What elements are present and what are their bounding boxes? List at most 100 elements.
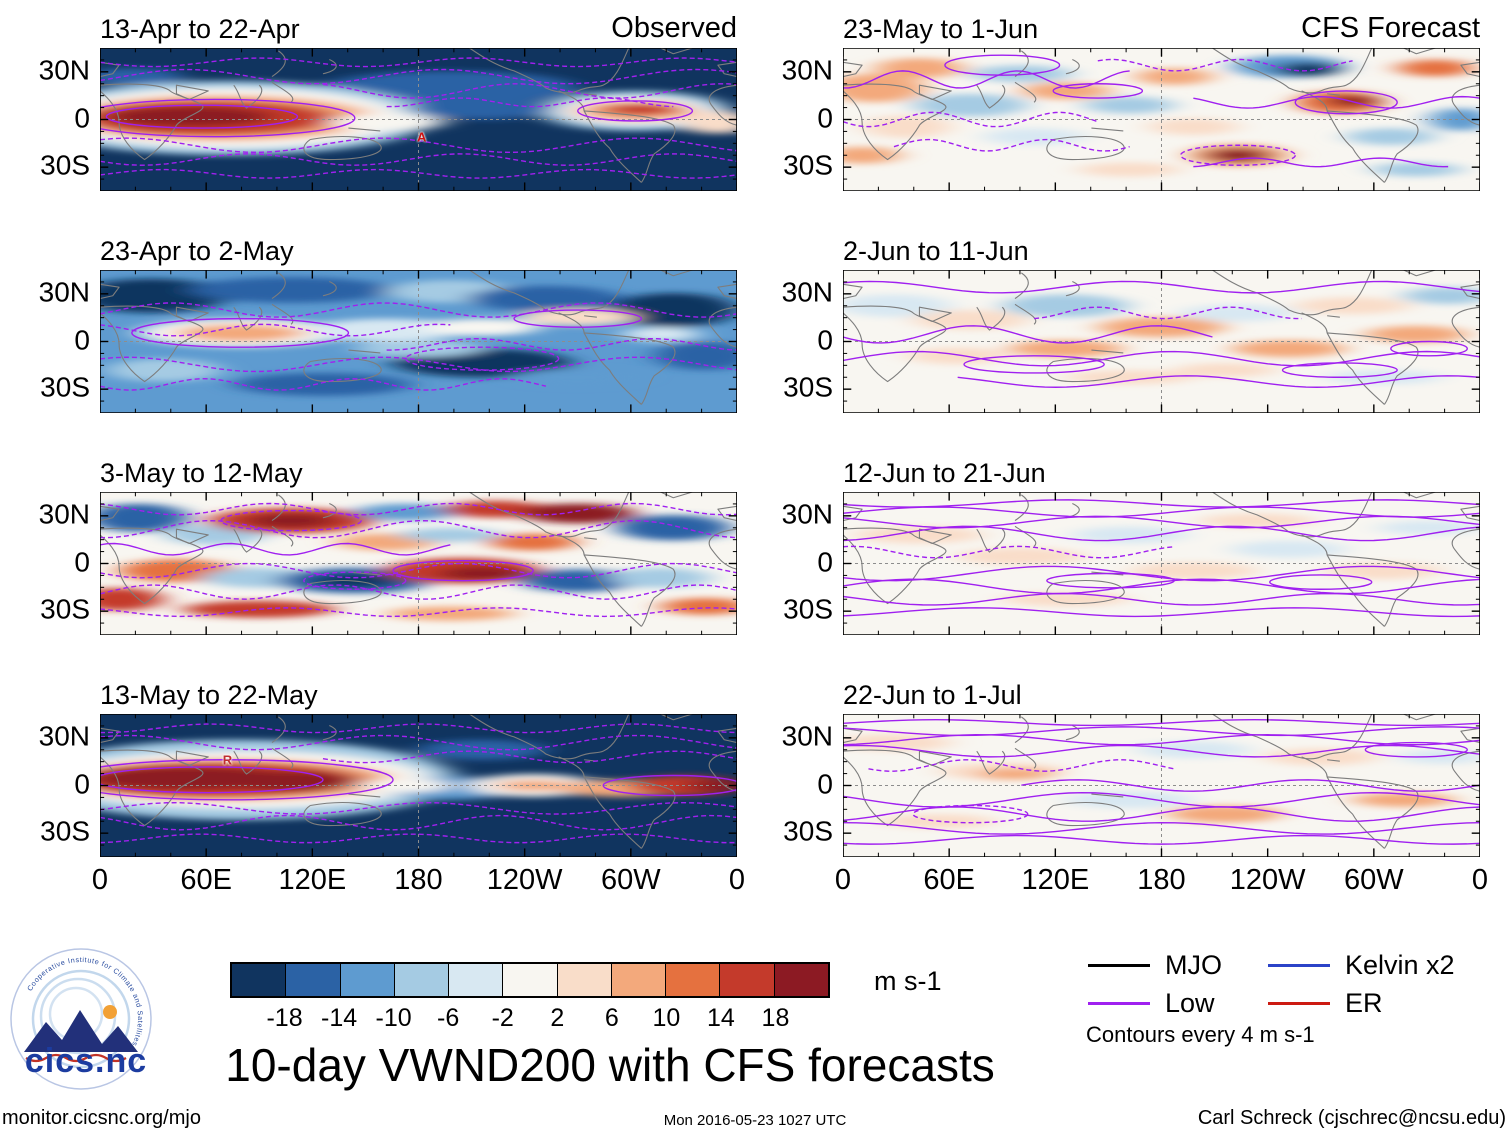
wave-contours bbox=[843, 55, 1480, 167]
panel-title-row: 12-Jun to 21-Jun bbox=[843, 448, 1480, 492]
colorbar-units: m s-1 bbox=[874, 966, 942, 996]
lon-label: 120E bbox=[278, 864, 347, 896]
map-panel: 30N 0 30S bbox=[782, 714, 1480, 857]
cics-logo: Cooperative Institute for Climate and Sa… bbox=[6, 944, 166, 1104]
map-panel: 30N 0 30S R bbox=[39, 714, 737, 857]
colorbar-cell bbox=[665, 964, 720, 996]
colorbar-cell bbox=[610, 964, 666, 996]
plot-column-cfs-forecast: 23-May to 1-Jun CFS Forecast 30N 0 30S 2-Jun … bbox=[782, 0, 1488, 900]
logo-mountains-icon bbox=[24, 1010, 138, 1052]
coastlines bbox=[100, 270, 737, 404]
colorbar-cell bbox=[339, 964, 394, 996]
coastlines bbox=[843, 714, 1480, 848]
footer-timestamp: Mon 2016-05-23 1027 UTC bbox=[663, 1112, 847, 1129]
lat-label: 0 bbox=[817, 545, 833, 577]
wave-contours bbox=[100, 58, 737, 178]
coastlines bbox=[843, 48, 1480, 182]
lat-label: 30S bbox=[783, 371, 833, 403]
cics-logo-graphic: Cooperative Institute for Climate and Sa… bbox=[10, 948, 152, 1090]
legend-item-kelvin-x2: Kelvin x2 bbox=[1268, 946, 1455, 984]
legend-label: MJO bbox=[1165, 949, 1222, 980]
logo-wave-icon bbox=[25, 1053, 127, 1063]
lon-label: 0 bbox=[1471, 864, 1489, 896]
lon-axis: 0 60E 120E 180 120W 60W 0 bbox=[835, 856, 1488, 898]
lat-label: 30N bbox=[781, 54, 833, 86]
colorbar-cell bbox=[773, 964, 828, 996]
lat-label: 30N bbox=[38, 498, 90, 530]
lat-label: 30N bbox=[38, 276, 90, 308]
colorbar-cell bbox=[502, 964, 557, 996]
map-panel: 30N 0 30S bbox=[782, 270, 1480, 413]
colorbar-tick-label: 2 bbox=[550, 1004, 565, 1032]
colorbar-tick-label: -6 bbox=[437, 1004, 460, 1032]
lat-label: 30S bbox=[40, 371, 90, 403]
panel-observed-2: 23-Apr to 2-May 30N 0 30S bbox=[39, 226, 737, 413]
lat-label: 30N bbox=[38, 720, 90, 752]
lon-label: 120E bbox=[1021, 864, 1090, 896]
panel-date-range: 13-Apr to 22-Apr bbox=[100, 14, 300, 44]
lon-label: 0 bbox=[728, 864, 746, 896]
colorbar-cell bbox=[285, 964, 340, 996]
contour-interval-note: Contours every 4 m s-1 bbox=[1086, 1022, 1315, 1047]
lat-label: 30S bbox=[783, 593, 833, 625]
map-plot bbox=[843, 714, 1480, 857]
map-plot bbox=[100, 714, 737, 857]
panel-forecast-1: 23-May to 1-Jun CFS Forecast 30N 0 30S bbox=[782, 4, 1480, 191]
wave-contours bbox=[100, 724, 737, 843]
colorbar-tick-label: -14 bbox=[321, 1004, 358, 1032]
coastlines bbox=[843, 270, 1480, 404]
lat-label: 30S bbox=[40, 149, 90, 181]
colorbar-cell bbox=[232, 964, 286, 996]
lat-label: 0 bbox=[74, 767, 90, 799]
panel-title-row: 3-May to 12-May bbox=[100, 448, 737, 492]
panel-date-range: 2-Jun to 11-Jun bbox=[843, 236, 1029, 266]
map-plot bbox=[843, 48, 1480, 191]
colorbar-tick-label: 6 bbox=[604, 1004, 619, 1032]
wave-contours bbox=[100, 303, 737, 390]
lon-label: 0 bbox=[834, 864, 852, 896]
lon-label: 120W bbox=[1229, 864, 1306, 896]
legend-label: Kelvin x2 bbox=[1345, 949, 1455, 980]
colorbar bbox=[230, 962, 830, 998]
legend-item-er: ER bbox=[1268, 984, 1455, 1022]
plot-column-observed: 13-Apr to 22-Apr Observed 30N 0 30S A 23-Apr t… bbox=[39, 0, 745, 900]
lon-label: 120W bbox=[486, 864, 563, 896]
lat-label: 30S bbox=[40, 815, 90, 847]
lat-label: 30S bbox=[783, 149, 833, 181]
lon-label: 60E bbox=[923, 864, 975, 896]
map-panel: 30N 0 30S bbox=[782, 492, 1480, 635]
colorbar-tick-label: 10 bbox=[652, 1004, 681, 1032]
map-panel: 30N 0 30S bbox=[39, 492, 737, 635]
lon-axis: 0 60E 120E 180 120W 60W 0 bbox=[92, 856, 745, 898]
lon-label: 60W bbox=[601, 864, 661, 896]
panel-forecast-4: 22-Jun to 1-Jul 30N 0 30S bbox=[782, 670, 1480, 857]
storm-marker: R bbox=[222, 752, 233, 768]
lat-label: 30S bbox=[40, 593, 90, 625]
colorbar-tick-label: -2 bbox=[491, 1004, 514, 1032]
panel-title-row: 23-May to 1-Jun CFS Forecast bbox=[843, 4, 1480, 48]
lon-label: 0 bbox=[91, 864, 109, 896]
panel-date-range: 12-Jun to 21-Jun bbox=[843, 458, 1046, 488]
map-panel: 30N 0 30S bbox=[39, 270, 737, 413]
panel-date-range: 3-May to 12-May bbox=[100, 458, 303, 488]
colorbar-cell bbox=[393, 964, 449, 996]
lon-label: 180 bbox=[394, 864, 443, 896]
contour-legend: MJO Low Kelvin x2 ER bbox=[1088, 946, 1455, 1022]
panel-date-range: 22-Jun to 1-Jul bbox=[843, 680, 1022, 710]
lat-label: 30N bbox=[781, 498, 833, 530]
colorbar-cell bbox=[719, 964, 774, 996]
legend-item-low: Low bbox=[1088, 984, 1222, 1022]
column-header: Observed bbox=[611, 12, 737, 44]
lat-label: 0 bbox=[817, 767, 833, 799]
lon-label: 60E bbox=[180, 864, 232, 896]
footer-url: monitor.cicsnc.org/mjo bbox=[2, 1107, 201, 1129]
legend-line-swatch bbox=[1268, 1001, 1330, 1005]
panel-observed-1: 13-Apr to 22-Apr Observed 30N 0 30S A bbox=[39, 4, 737, 191]
panel-date-range: 23-May to 1-Jun bbox=[843, 14, 1039, 44]
wave-contours bbox=[843, 720, 1480, 844]
map-panel: 30N 0 30S A bbox=[39, 48, 737, 191]
wave-contours bbox=[843, 500, 1480, 617]
panel-title-row: 22-Jun to 1-Jul bbox=[843, 670, 1480, 714]
colorbar-tick-label: 14 bbox=[707, 1004, 735, 1032]
anomaly-shading bbox=[843, 287, 1480, 385]
